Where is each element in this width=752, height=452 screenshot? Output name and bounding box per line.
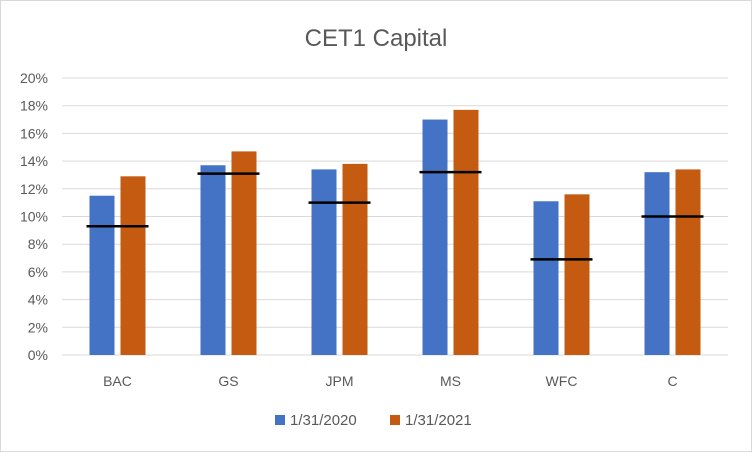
y-tick-label: 12% <box>20 181 48 197</box>
y-tick-label: 0% <box>28 347 48 363</box>
gridlines <box>62 77 728 356</box>
bar-gs-series-1 <box>200 165 226 355</box>
bar-bac-series-1 <box>89 195 115 355</box>
x-tick-label: GS <box>218 373 238 389</box>
legend-swatch-1 <box>275 415 285 425</box>
y-tick-label: 4% <box>28 292 48 308</box>
y-tick-label: 20% <box>20 70 48 86</box>
y-axis-ticks: 0% 2% 4% 6% 8% 10% 12% 14% 16% 18% 20% <box>20 70 48 363</box>
bar-c-series-1 <box>644 172 670 355</box>
legend-swatch-2 <box>390 415 400 425</box>
y-tick-label: 18% <box>20 98 48 114</box>
y-tick-label: 6% <box>28 264 48 280</box>
x-tick-label: C <box>667 373 677 389</box>
bar-c-series-2 <box>675 169 701 355</box>
legend-label-1: 1/31/2020 <box>290 412 357 429</box>
bar-gs-series-2 <box>231 151 257 355</box>
x-tick-label: JPM <box>326 373 354 389</box>
bar-jpm-series-1 <box>311 169 337 355</box>
bar-ms-series-2 <box>453 109 479 355</box>
x-tick-label: WFC <box>546 373 578 389</box>
x-axis-ticks: BAC GS JPM MS WFC C <box>103 373 677 389</box>
bar-wfc-series-1 <box>533 201 559 355</box>
reference-markers <box>86 170 704 261</box>
x-tick-label: BAC <box>103 373 132 389</box>
x-tick-label: MS <box>440 373 461 389</box>
y-tick-label: 16% <box>20 125 48 141</box>
y-tick-label: 14% <box>20 153 48 169</box>
y-tick-label: 2% <box>28 319 48 335</box>
legend: 1/31/2020 1/31/2021 <box>275 412 472 429</box>
bar-ms-series-1 <box>422 119 448 355</box>
y-tick-label: 10% <box>20 209 48 225</box>
bar-bac-series-2 <box>120 176 146 355</box>
chart-title: CET1 Capital <box>305 25 448 52</box>
y-tick-label: 8% <box>28 236 48 252</box>
legend-label-2: 1/31/2021 <box>405 412 472 429</box>
bar-jpm-series-2 <box>342 163 368 355</box>
bars <box>89 109 701 355</box>
bar-wfc-series-2 <box>564 194 590 355</box>
